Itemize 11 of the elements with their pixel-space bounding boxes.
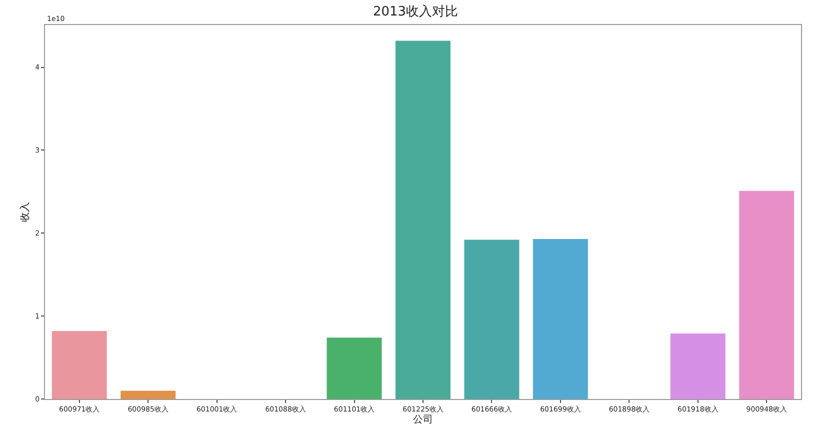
bar (396, 40, 450, 399)
bar (739, 190, 794, 399)
bar (464, 240, 520, 399)
bar (532, 238, 588, 399)
bar (670, 333, 726, 399)
x-axis-title: 公司 (413, 413, 433, 426)
bar (52, 331, 107, 399)
y-axis-title: 收入 (19, 202, 32, 222)
bar (326, 338, 382, 399)
bar (120, 390, 176, 399)
chart-title: 2013收入对比 (372, 4, 458, 20)
